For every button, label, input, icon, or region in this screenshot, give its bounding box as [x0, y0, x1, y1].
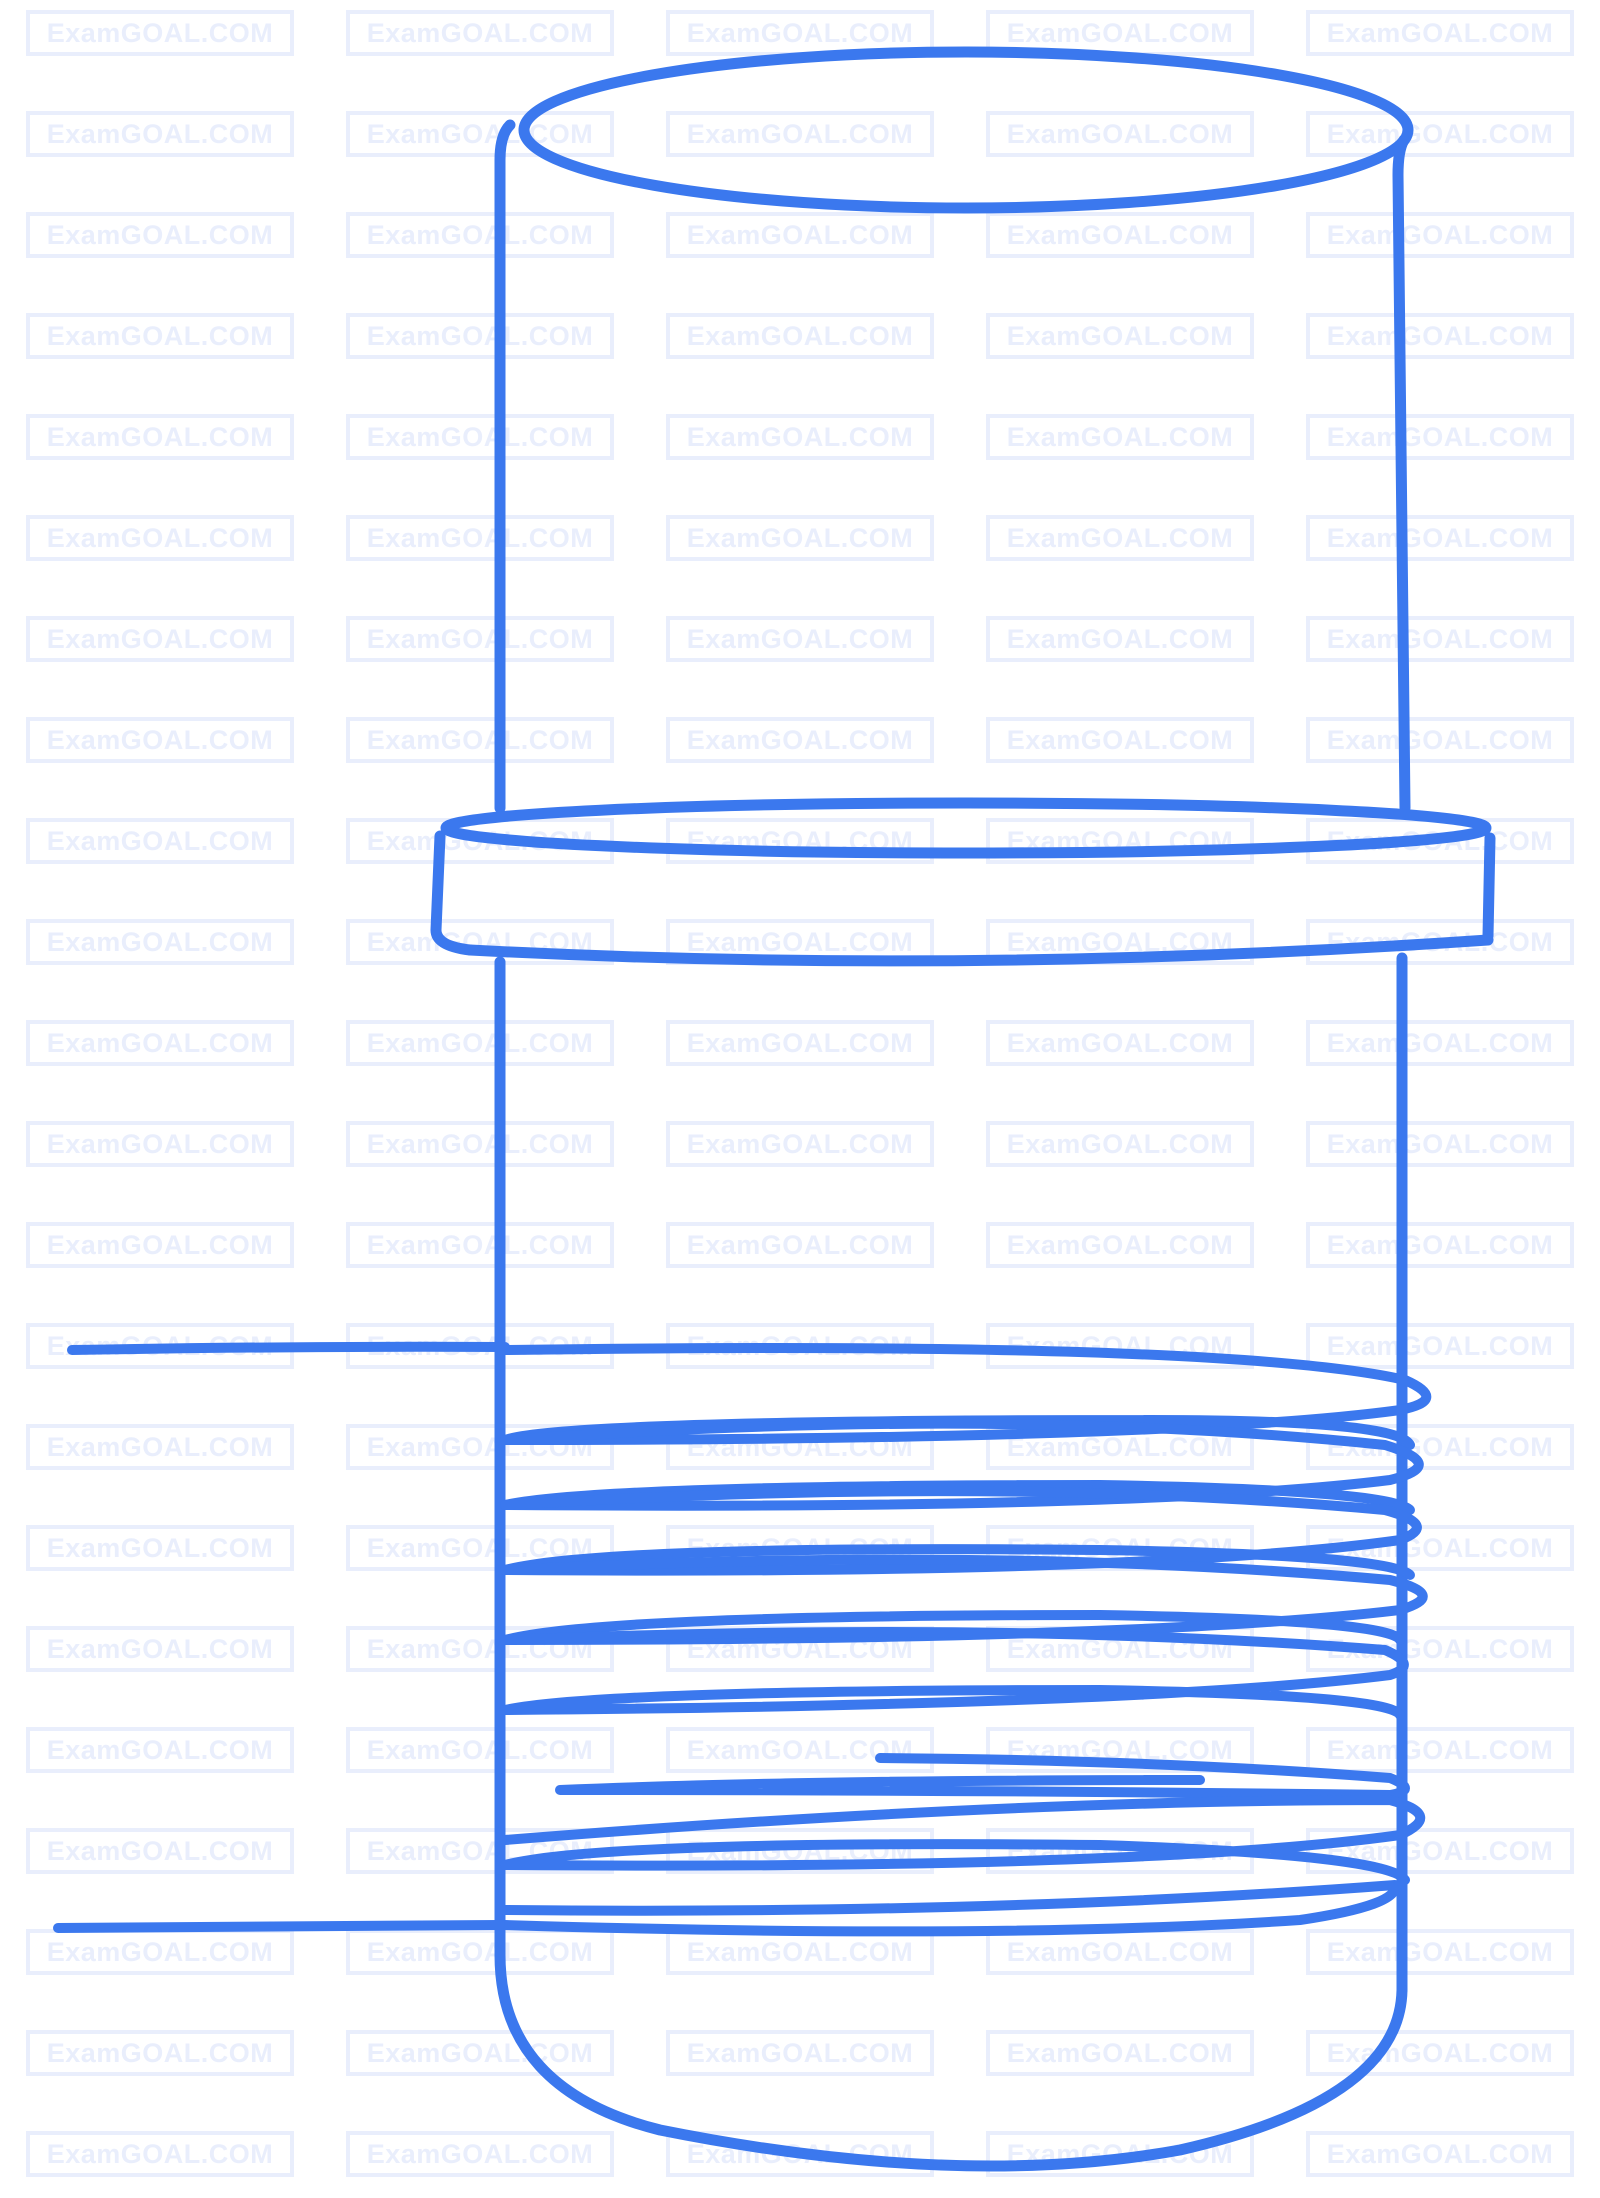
- watermark-tile: ExamGOAL.COM: [26, 313, 294, 359]
- cylinder-bottom-arc: [494, 1949, 1408, 2172]
- watermark-tile: ExamGOAL.COM: [1306, 515, 1574, 561]
- watermark-tile: ExamGOAL.COM: [666, 1020, 934, 1066]
- coil-turn-1: [500, 1343, 1432, 1450]
- watermark-tile: ExamGOAL.COM: [1306, 1929, 1574, 1975]
- lead-wire-bottom: [53, 1920, 505, 1933]
- cylinder-right-wall-upper: [1392, 134, 1411, 814]
- watermark-tile: ExamGOAL.COM: [26, 515, 294, 561]
- watermark-tile: ExamGOAL.COM: [1306, 1121, 1574, 1167]
- watermark-tile: ExamGOAL.COM: [1306, 717, 1574, 763]
- watermark-tile: ExamGOAL.COM: [26, 2030, 294, 2076]
- watermark-tile: ExamGOAL.COM: [26, 414, 294, 460]
- watermark-tile: ExamGOAL.COM: [666, 1222, 934, 1268]
- watermark-tile: ExamGOAL.COM: [666, 1121, 934, 1167]
- watermark-tile: ExamGOAL.COM: [26, 1424, 294, 1470]
- coil-turn-5: [500, 1627, 1409, 1720]
- watermark-tile: ExamGOAL.COM: [346, 10, 614, 56]
- watermark-tile: ExamGOAL.COM: [346, 717, 614, 763]
- watermark-tile: ExamGOAL.COM: [346, 1020, 614, 1066]
- collar-top-ellipse: [440, 797, 1492, 859]
- watermark-tile: ExamGOAL.COM: [346, 2131, 614, 2177]
- collar-right-side: [1482, 832, 1496, 942]
- watermark-tile: ExamGOAL.COM: [346, 414, 614, 460]
- watermark-tile: ExamGOAL.COM: [26, 1626, 294, 1672]
- watermark-tile: ExamGOAL.COM: [26, 616, 294, 662]
- watermark-tile: ExamGOAL.COM: [26, 1525, 294, 1571]
- watermark-tile: ExamGOAL.COM: [986, 1020, 1254, 1066]
- lead-wire-top: [67, 1341, 510, 1355]
- collar-ring: [430, 797, 1496, 967]
- watermark-tile: ExamGOAL.COM: [986, 111, 1254, 157]
- watermark-tile: ExamGOAL.COM: [346, 1222, 614, 1268]
- watermark-tile: ExamGOAL.COM: [26, 2131, 294, 2177]
- watermark-tile: ExamGOAL.COM: [666, 717, 934, 763]
- watermark-tile: ExamGOAL.COM: [26, 10, 294, 56]
- watermark-tile: ExamGOAL.COM: [1306, 111, 1574, 157]
- watermark-tile: ExamGOAL.COM: [986, 414, 1254, 460]
- watermark-tile: ExamGOAL.COM: [1306, 1727, 1574, 1773]
- coil-turn-2: [500, 1418, 1424, 1515]
- watermark-tile: ExamGOAL.COM: [346, 1727, 614, 1773]
- coil-turn-3: [500, 1486, 1422, 1580]
- collar-bottom-edge: [464, 934, 1494, 967]
- watermark-tile: ExamGOAL.COM: [1306, 616, 1574, 662]
- watermark-tile: ExamGOAL.COM: [986, 717, 1254, 763]
- watermark-tile: ExamGOAL.COM: [26, 818, 294, 864]
- watermark-tile: ExamGOAL.COM: [26, 1121, 294, 1167]
- watermark-tile: ExamGOAL.COM: [1306, 212, 1574, 258]
- watermark-tile: ExamGOAL.COM: [346, 1121, 614, 1167]
- watermark-tile: ExamGOAL.COM: [346, 111, 614, 157]
- watermark-tile: ExamGOAL.COM: [1306, 414, 1574, 460]
- watermark-tile: ExamGOAL.COM: [26, 212, 294, 258]
- watermark-tile: ExamGOAL.COM: [1306, 1323, 1574, 1369]
- watermark-tile: ExamGOAL.COM: [1306, 1222, 1574, 1268]
- watermark-tile: ExamGOAL.COM: [346, 515, 614, 561]
- coil-turn-6: [555, 1753, 1410, 1800]
- watermark-tile: ExamGOAL.COM: [666, 313, 934, 359]
- watermark-tile: ExamGOAL.COM: [346, 212, 614, 258]
- watermark-tile: ExamGOAL.COM: [346, 313, 614, 359]
- watermark-tile: ExamGOAL.COM: [986, 1121, 1254, 1167]
- watermark-tile: ExamGOAL.COM: [986, 616, 1254, 662]
- coil-turn-7: [500, 1795, 1425, 1885]
- watermark-tile: ExamGOAL.COM: [26, 717, 294, 763]
- watermark-tile: ExamGOAL.COM: [26, 1222, 294, 1268]
- watermark-tile: ExamGOAL.COM: [986, 1222, 1254, 1268]
- watermark-tile: ExamGOAL.COM: [666, 515, 934, 561]
- coil-turn-8: [500, 1880, 1401, 1937]
- watermark-tile: ExamGOAL.COM: [346, 2030, 614, 2076]
- watermark-tile: ExamGOAL.COM: [666, 616, 934, 662]
- watermark-tile: ExamGOAL.COM: [1306, 1525, 1574, 1571]
- collar-left-side: [430, 830, 476, 956]
- watermark-tile: ExamGOAL.COM: [26, 919, 294, 965]
- watermark-tile: ExamGOAL.COM: [26, 1828, 294, 1874]
- watermark-tile: ExamGOAL.COM: [986, 2030, 1254, 2076]
- watermark-tile: ExamGOAL.COM: [1306, 1020, 1574, 1066]
- watermark-tile: ExamGOAL.COM: [666, 212, 934, 258]
- watermark-tile: ExamGOAL.COM: [986, 313, 1254, 359]
- watermark-tile: ExamGOAL.COM: [666, 1727, 934, 1773]
- watermark-tile: ExamGOAL.COM: [26, 111, 294, 157]
- watermark-tile: ExamGOAL.COM: [346, 1424, 614, 1470]
- watermark-tile: ExamGOAL.COM: [346, 616, 614, 662]
- watermark-tile: ExamGOAL.COM: [1306, 313, 1574, 359]
- watermark-tile: ExamGOAL.COM: [666, 414, 934, 460]
- cylinder-top-ellipse: [518, 46, 1414, 214]
- watermark-tile: ExamGOAL.COM: [26, 1727, 294, 1773]
- watermark-tile: ExamGOAL.COM: [1306, 10, 1574, 56]
- watermark-tile: ExamGOAL.COM: [346, 1929, 614, 1975]
- watermark-tile: ExamGOAL.COM: [666, 111, 934, 157]
- cylinder-left-wall-upper: [494, 119, 516, 814]
- watermark-tile: ExamGOAL.COM: [986, 515, 1254, 561]
- coil-winding: [500, 1343, 1432, 1937]
- watermark-tile: ExamGOAL.COM: [666, 2030, 934, 2076]
- watermark-tile: ExamGOAL.COM: [1306, 2131, 1574, 2177]
- watermark-tile: ExamGOAL.COM: [986, 212, 1254, 258]
- watermark-tile: ExamGOAL.COM: [26, 1020, 294, 1066]
